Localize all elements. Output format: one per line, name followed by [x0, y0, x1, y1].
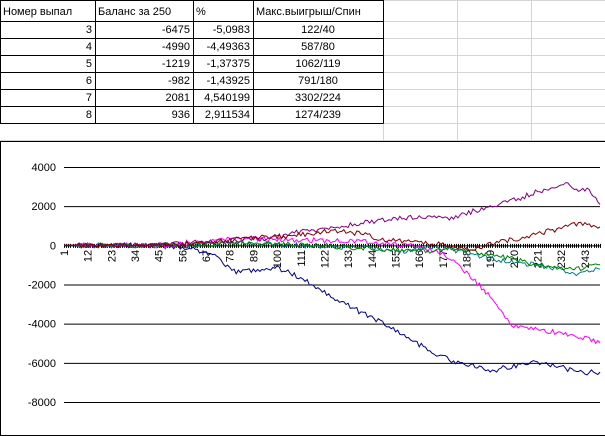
y-tick-label: -6000 — [28, 358, 56, 370]
chart-series-line — [64, 182, 601, 249]
table-cell[interactable]: -982 — [168, 75, 190, 87]
table-header-cell[interactable]: % — [196, 6, 206, 18]
x-tick-label: 100 — [272, 250, 284, 268]
table-cell[interactable]: -6475 — [162, 24, 190, 36]
table-cell[interactable]: 791/180 — [298, 75, 338, 87]
x-tick-label: 199 — [485, 250, 497, 268]
table-borders — [0, 0, 384, 124]
y-tick-label: -4000 — [28, 319, 56, 331]
table-cell[interactable]: 6 — [86, 75, 92, 87]
x-tick-label: 188 — [462, 250, 474, 268]
table-cell[interactable]: -1,37375 — [207, 58, 250, 70]
table-cell[interactable]: 8 — [86, 109, 92, 121]
table-cell[interactable]: -1219 — [162, 58, 190, 70]
table-cell[interactable]: 7 — [86, 92, 92, 104]
x-tick-label: 56 — [177, 250, 189, 262]
table-cell[interactable]: 1062/119 — [295, 58, 340, 70]
x-tick-label: 122 — [319, 250, 331, 268]
table-header-cell[interactable]: Баланс за 250 — [98, 6, 171, 18]
x-tick-label: 155 — [391, 250, 403, 268]
table-cell[interactable]: 1274/239 — [295, 109, 341, 121]
table-cell[interactable]: 3302/224 — [295, 92, 341, 104]
x-tick-label: 133 — [343, 250, 355, 268]
x-tick-label: 12 — [83, 250, 95, 262]
x-tick-label: 45 — [154, 250, 166, 262]
table-cell[interactable]: 936 — [172, 109, 190, 121]
table-header-cell[interactable]: Макс.выигрыш/Спин — [256, 6, 361, 18]
table-cell[interactable]: 4,540199 — [204, 92, 250, 104]
chart-series — [64, 182, 601, 376]
table-cell[interactable]: 4 — [86, 41, 92, 53]
table-cell[interactable]: 2,911534 — [205, 109, 250, 121]
chart-series-line — [64, 235, 601, 345]
x-tick-label: 34 — [130, 250, 142, 262]
x-tick-label: 144 — [367, 250, 379, 268]
chart-series-line — [64, 221, 601, 251]
x-tick-label: 23 — [106, 250, 118, 262]
x-tick-label: 111 — [296, 250, 308, 267]
table-cell[interactable]: -1,43925 — [207, 75, 250, 87]
table-cell[interactable]: 3 — [86, 24, 92, 36]
x-tick-label: 243 — [580, 250, 592, 268]
table-cell[interactable]: -4,49363 — [207, 41, 250, 53]
table-cell[interactable]: 122/40 — [301, 24, 335, 36]
y-axis-tick-labels: 4000 2000 0 -2000 -4000 -6000 -8000 — [28, 162, 56, 409]
x-tick-label: 78 — [225, 250, 237, 262]
y-tick-label: 4000 — [32, 162, 56, 174]
y-tick-label: 2000 — [32, 201, 56, 213]
table-cell[interactable]: 2081 — [166, 92, 190, 104]
table-cell[interactable]: -5,0983 — [213, 24, 250, 36]
table-text: Номер выпал Баланс за 250% Макс.выигрыш/Сп… — [3, 6, 361, 121]
data-table: Номер выпал Баланс за 250% Макс.выигрыш/Сп… — [0, 0, 384, 124]
chart-area[interactable] — [0, 141, 605, 436]
y-tick-label: -2000 — [28, 280, 56, 292]
table-cell[interactable]: -4990 — [162, 41, 190, 53]
x-tick-label: 89 — [248, 250, 260, 262]
x-tick-label: 166 — [414, 250, 426, 268]
x-tick-label: 67 — [201, 250, 213, 262]
y-tick-label: 0 — [50, 240, 56, 252]
table-cell[interactable]: 5 — [86, 58, 92, 70]
embedded-line-chart[interactable]: 4000 2000 0 -2000 -4000 -6000 -8000 1 12 23 34 45 5… — [0, 141, 605, 436]
table-cell[interactable]: 587/80 — [301, 41, 335, 53]
x-tick-label: 1 — [59, 250, 71, 256]
y-tick-label: -8000 — [28, 397, 56, 409]
sheet-gridlines — [0, 0, 605, 141]
x-tick-label: 232 — [556, 250, 568, 268]
chart-gridlines — [64, 167, 600, 403]
table-header-cell[interactable]: Номер выпал — [3, 6, 72, 18]
